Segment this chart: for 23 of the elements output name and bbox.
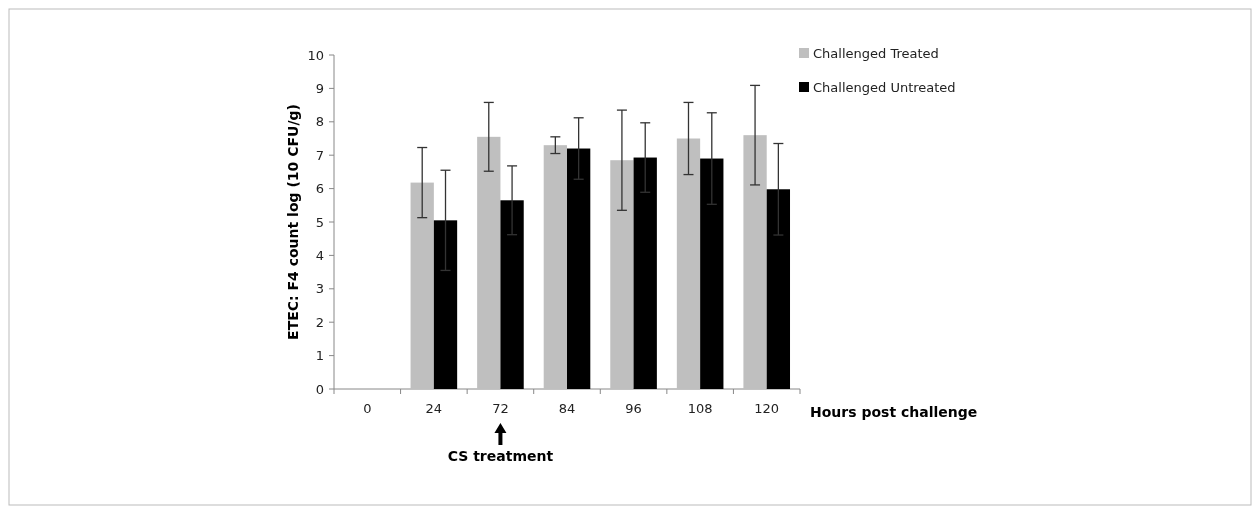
y-tick-label: 9 bbox=[315, 80, 324, 96]
y-tick-label: 7 bbox=[315, 147, 324, 163]
x-tick-label: 96 bbox=[625, 401, 642, 416]
x-tick-label: 108 bbox=[687, 401, 713, 416]
x-tick-label: 0 bbox=[363, 401, 372, 416]
y-tick-label: 0 bbox=[315, 381, 324, 397]
x-axis-title: Hours post challenge bbox=[810, 404, 978, 420]
x-tick-label: 120 bbox=[754, 401, 780, 416]
text: CS treatment bbox=[447, 448, 554, 464]
y-tick-label: 8 bbox=[315, 114, 324, 130]
y-tick-label: 4 bbox=[315, 247, 324, 263]
x-tick-label: 24 bbox=[425, 401, 443, 416]
y-axis-title: ETEC: F4 count log (10 CFU/g) bbox=[285, 104, 301, 340]
legend-label: Challenged Treated bbox=[813, 45, 939, 61]
y-tick-label: 6 bbox=[315, 181, 324, 197]
x-tick-label: 72 bbox=[492, 401, 509, 416]
y-tick-label: 3 bbox=[315, 281, 324, 297]
legend-label: Challenged Untreated bbox=[813, 79, 956, 95]
y-tick-label: 10 bbox=[307, 47, 324, 63]
y-tick-label: 1 bbox=[315, 348, 324, 364]
x-tick-label: 84 bbox=[558, 401, 576, 416]
y-tick-label: 2 bbox=[315, 314, 324, 330]
y-tick-label: 5 bbox=[315, 214, 324, 230]
